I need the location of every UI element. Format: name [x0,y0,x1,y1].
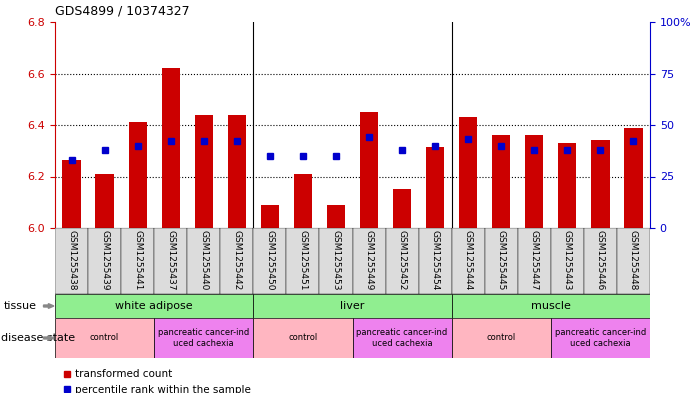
Bar [254,318,352,358]
Bar [220,228,254,294]
Text: muscle: muscle [531,301,571,311]
Text: GSM1255442: GSM1255442 [232,230,241,290]
Bar [261,205,279,228]
Bar [459,117,477,228]
Text: GSM1255438: GSM1255438 [67,230,76,290]
Bar [162,68,180,228]
Bar [426,147,444,228]
Text: disease state: disease state [1,333,75,343]
Bar [525,135,543,228]
Bar [452,294,650,318]
Bar [386,228,419,294]
Bar [558,143,576,228]
Text: GSM1255450: GSM1255450 [265,230,274,290]
Text: GDS4899 / 10374327: GDS4899 / 10374327 [55,4,189,17]
Text: GSM1255453: GSM1255453 [332,230,341,290]
Bar [286,228,319,294]
Text: GSM1255448: GSM1255448 [629,230,638,290]
Bar [154,318,254,358]
Text: GSM1255444: GSM1255444 [464,230,473,290]
Bar [129,123,146,228]
Text: GSM1255447: GSM1255447 [530,230,539,290]
Bar [88,228,121,294]
Text: GSM1255451: GSM1255451 [299,230,307,290]
Text: pancreatic cancer-ind
uced cachexia: pancreatic cancer-ind uced cachexia [158,328,249,348]
Text: pancreatic cancer-ind
uced cachexia: pancreatic cancer-ind uced cachexia [357,328,448,348]
Bar [551,228,584,294]
Bar [62,160,81,228]
Text: pancreatic cancer-ind
uced cachexia: pancreatic cancer-ind uced cachexia [555,328,646,348]
Bar [121,228,154,294]
Text: GSM1255454: GSM1255454 [430,230,439,290]
Bar [393,189,411,228]
Text: control: control [90,334,120,343]
Bar [584,228,617,294]
Bar [484,228,518,294]
Bar [492,135,511,228]
Text: GSM1255440: GSM1255440 [199,230,208,290]
Bar [55,294,254,318]
Bar [327,205,345,228]
Text: GSM1255443: GSM1255443 [563,230,572,290]
Text: GSM1255446: GSM1255446 [596,230,605,290]
Text: GSM1255445: GSM1255445 [497,230,506,290]
Bar [452,318,551,358]
Bar [419,228,452,294]
Legend: transformed count, percentile rank within the sample: transformed count, percentile rank withi… [60,365,255,393]
Bar [360,112,378,228]
Bar [625,128,643,228]
Text: GSM1255441: GSM1255441 [133,230,142,290]
Bar [55,228,88,294]
Bar [95,174,114,228]
Text: GSM1255452: GSM1255452 [397,230,406,290]
Bar [154,228,187,294]
Text: white adipose: white adipose [115,301,193,311]
Text: control: control [288,334,318,343]
Text: GSM1255437: GSM1255437 [167,230,176,290]
Bar [254,228,286,294]
Bar [55,318,154,358]
Bar [254,294,452,318]
Text: GSM1255439: GSM1255439 [100,230,109,290]
Bar [617,228,650,294]
Text: tissue: tissue [3,301,37,311]
Bar [187,228,220,294]
Bar [294,174,312,228]
Text: GSM1255449: GSM1255449 [365,230,374,290]
Bar [352,318,452,358]
Bar [591,140,609,228]
Bar [551,318,650,358]
Bar [352,228,386,294]
Bar [452,228,484,294]
Text: liver: liver [340,301,365,311]
Bar [228,115,246,228]
Bar [518,228,551,294]
Bar [319,228,352,294]
Bar [195,115,213,228]
Text: control: control [486,334,516,343]
